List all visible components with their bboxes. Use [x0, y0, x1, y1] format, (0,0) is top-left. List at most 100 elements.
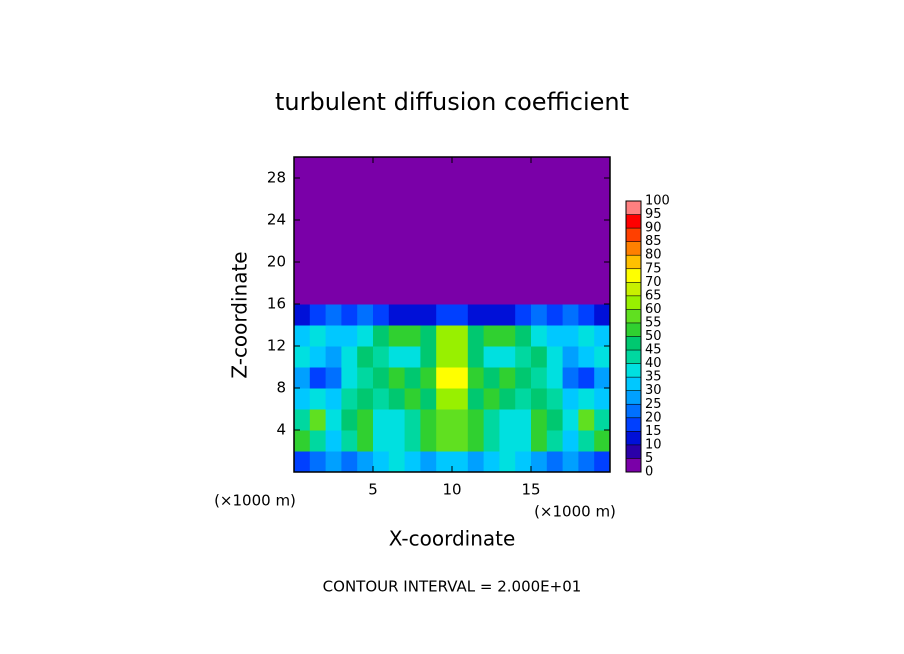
colorbar-label: 0: [645, 465, 653, 480]
cell: [436, 283, 453, 305]
cell: [404, 451, 421, 473]
cell: [578, 304, 595, 326]
cell: [562, 241, 579, 263]
cell: [294, 199, 311, 221]
cell: [467, 157, 485, 179]
cell: [309, 451, 327, 473]
cell: [499, 262, 516, 284]
y-tick-label: 28: [267, 169, 286, 187]
y-tick-label: 8: [276, 379, 286, 397]
cell: [499, 241, 516, 263]
cell: [373, 346, 390, 368]
cell: [309, 220, 327, 242]
cell: [309, 283, 327, 305]
cell: [309, 157, 327, 179]
cell: [325, 157, 342, 179]
cell: [531, 304, 548, 326]
cell: [325, 241, 342, 263]
cell: [483, 199, 500, 221]
cell: [578, 157, 595, 179]
cell: [357, 346, 374, 368]
cell: [388, 388, 406, 410]
y-tick-label: 4: [276, 421, 286, 439]
cell: [357, 409, 374, 431]
cell: [578, 388, 595, 410]
colorbar-swatch: [626, 268, 641, 283]
cell: [309, 346, 327, 368]
cell: [515, 304, 532, 326]
cell: [594, 388, 611, 410]
cell: [341, 241, 358, 263]
cell: [309, 262, 327, 284]
cell: [515, 157, 532, 179]
cell: [467, 199, 485, 221]
cell: [373, 409, 390, 431]
cell: [309, 325, 327, 347]
cell: [436, 178, 453, 200]
cell: [357, 451, 374, 473]
cell: [499, 157, 516, 179]
cell: [388, 241, 406, 263]
cell: [594, 367, 611, 389]
cell: [341, 262, 358, 284]
cell: [467, 451, 485, 473]
cell: [294, 451, 311, 473]
colorbar-swatch: [626, 201, 641, 215]
cell: [467, 346, 485, 368]
cell: [294, 367, 311, 389]
x-unit: (×1000 m): [534, 503, 616, 521]
chart-title: turbulent diffusion coefficient: [275, 88, 629, 116]
cell: [515, 220, 532, 242]
cell: [294, 304, 311, 326]
cell: [341, 157, 358, 179]
cell: [388, 346, 406, 368]
cell: [467, 220, 485, 242]
cell: [436, 325, 453, 347]
cell: [325, 409, 342, 431]
cell: [388, 325, 406, 347]
cell: [578, 262, 595, 284]
cell: [483, 388, 500, 410]
cell: [531, 178, 548, 200]
cell: [531, 430, 548, 452]
cell: [294, 409, 311, 431]
cell: [531, 157, 548, 179]
colorbar-swatch: [626, 309, 641, 323]
cell: [341, 346, 358, 368]
cell: [499, 325, 516, 347]
cell: [436, 367, 453, 389]
cell: [531, 409, 548, 431]
cell: [388, 451, 406, 473]
cell: [515, 199, 532, 221]
colorbar-label: 5: [645, 451, 653, 466]
cell: [578, 199, 595, 221]
cell: [404, 409, 421, 431]
cell: [341, 199, 358, 221]
y-unit: (×1000 m): [214, 492, 296, 510]
cell: [373, 199, 390, 221]
cell: [562, 367, 579, 389]
cell: [594, 199, 611, 221]
cell: [546, 262, 564, 284]
cell: [357, 325, 374, 347]
cell: [452, 430, 469, 452]
cell: [436, 430, 453, 452]
cell: [594, 262, 611, 284]
cell: [420, 367, 437, 389]
cell: [467, 262, 485, 284]
cell: [467, 388, 485, 410]
cell: [309, 304, 327, 326]
colorbar-swatch: [626, 377, 641, 391]
colorbar-swatch: [626, 390, 641, 405]
cell: [357, 283, 374, 305]
cell: [499, 451, 516, 473]
colorbar-label: 15: [645, 424, 662, 439]
cell: [515, 451, 532, 473]
colorbar-label: 25: [645, 397, 662, 412]
cell: [562, 451, 579, 473]
cell: [341, 367, 358, 389]
cell: [436, 157, 453, 179]
cell: [578, 178, 595, 200]
cell: [341, 178, 358, 200]
y-tick-label: 12: [267, 337, 286, 355]
